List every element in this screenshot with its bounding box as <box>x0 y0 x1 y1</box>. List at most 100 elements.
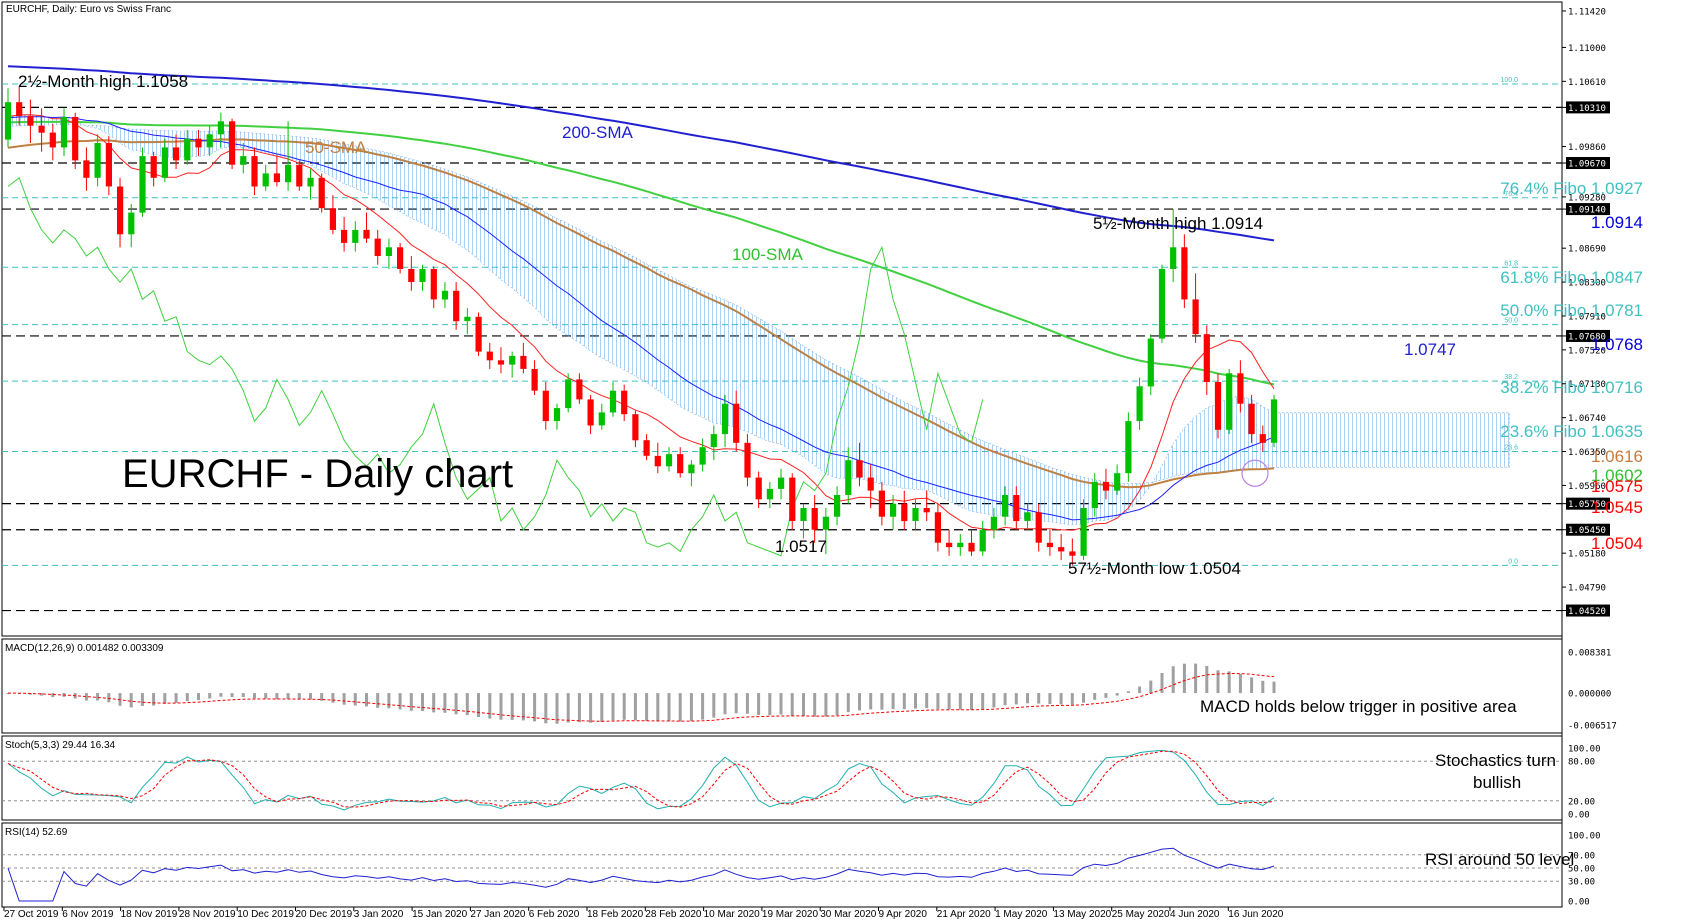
rsi-annotation: RSI around 50 level <box>1425 850 1574 869</box>
candle <box>565 379 572 409</box>
candle <box>744 442 751 478</box>
macd-bar <box>387 693 391 709</box>
macd-bar <box>533 693 537 722</box>
price-tag-box <box>1566 157 1610 170</box>
candle <box>867 477 874 491</box>
date-label: 27 Jan 2020 <box>470 909 525 919</box>
candle <box>576 379 583 400</box>
macd-bar <box>981 693 985 709</box>
macd-bar <box>163 693 167 704</box>
candle <box>834 495 841 517</box>
price-tag-box <box>1566 523 1610 536</box>
tenkan-line <box>7 114 1275 531</box>
candle <box>800 508 807 521</box>
price-tick-label: 1.07520 <box>1568 346 1606 356</box>
candle <box>285 164 292 183</box>
price-tick-label: 1.05180 <box>1568 550 1606 560</box>
macd-bar <box>1171 666 1175 693</box>
price-tag: 1.09140 <box>1568 206 1606 216</box>
candle <box>251 156 258 187</box>
macd-bar <box>376 693 380 708</box>
fibo-ratio-5: 23.6 <box>1504 445 1518 452</box>
date-label: 20 Dec 2019 <box>296 909 353 919</box>
candle <box>27 116 34 126</box>
macd-bar <box>353 693 357 706</box>
macd-bar <box>51 693 55 698</box>
candle <box>665 454 673 467</box>
macd-bar <box>1037 693 1041 704</box>
macd-annotation: MACD holds below trigger in positive are… <box>1200 697 1517 716</box>
candle <box>710 434 717 448</box>
macd-bar <box>1227 671 1231 693</box>
price-tag-box <box>1566 329 1610 342</box>
rsi-label: RSI(14) 52.69 <box>5 827 68 838</box>
price-tick-label: 1.06740 <box>1568 414 1606 424</box>
candle <box>150 156 157 178</box>
macd-bar <box>869 693 873 710</box>
price-tick-label: 1.07130 <box>1568 380 1606 390</box>
macd-bar <box>745 693 749 714</box>
macd-bar <box>96 693 100 701</box>
annotation-57half-month-low: 57½-Month low 1.0504 <box>1068 559 1241 578</box>
macd-bar <box>1003 693 1007 706</box>
macd-bar <box>600 693 604 723</box>
stoch-d-line <box>7 750 1275 808</box>
macd-bar <box>1059 693 1063 705</box>
macd-bar <box>477 693 480 717</box>
label-fibo-61: 61.8% Fibo 1.0847 <box>1500 268 1643 287</box>
price-tag: 1.09670 <box>1568 160 1606 170</box>
macd-bar <box>880 693 884 710</box>
rsi-tick-label: 100.00 <box>1568 832 1601 842</box>
stoch-tick-label: 0.00 <box>1568 811 1590 821</box>
stoch-annotation-2: bullish <box>1473 773 1521 792</box>
macd-bar <box>1082 693 1085 703</box>
macd-bar <box>1216 670 1220 694</box>
candle <box>934 512 941 543</box>
candle <box>598 412 605 426</box>
price-tag: 1.10310 <box>1568 104 1606 114</box>
macd-bar <box>107 693 111 703</box>
macd-bar <box>712 693 716 718</box>
candle <box>385 247 392 256</box>
annotation-1-0517: 1.0517 <box>775 537 827 556</box>
candle <box>60 117 68 148</box>
candle <box>1046 542 1053 548</box>
price-tag-box <box>1566 604 1610 617</box>
candle <box>1024 512 1031 521</box>
macd-bar <box>813 693 817 717</box>
candle <box>206 134 213 148</box>
candle <box>72 117 79 161</box>
date-label: 13 May 2020 <box>1053 909 1111 919</box>
price-tag: 1.07680 <box>1568 332 1606 342</box>
candle <box>520 355 527 369</box>
candle <box>184 138 191 161</box>
macd-bar <box>1126 691 1130 693</box>
price-tick-label: 1.05960 <box>1568 482 1606 492</box>
candle <box>912 508 919 521</box>
macd-bar <box>1149 680 1153 694</box>
rsi-tick-label: 30.00 <box>1568 878 1595 888</box>
stoch-annotation-1: Stochastics turn <box>1435 751 1556 770</box>
macd-bar <box>611 693 615 721</box>
candle <box>273 173 280 183</box>
chart-title: EURCHF - Daily chart <box>122 452 513 496</box>
macd-bar <box>678 693 682 722</box>
price-tick-label: 1.06350 <box>1568 448 1606 458</box>
candle <box>1237 373 1244 404</box>
macd-bar <box>286 693 290 699</box>
candle <box>397 247 404 269</box>
date-label: 6 Feb 2020 <box>529 909 580 919</box>
macd-bar <box>802 693 805 716</box>
macd-bar <box>902 693 906 710</box>
candle <box>699 447 706 465</box>
label-1-0545: 1.0545 <box>1591 498 1643 517</box>
label-fibo-38: 38.2% Fibo 1.0716 <box>1500 378 1643 397</box>
macd-bar <box>768 693 772 716</box>
candle <box>1102 481 1110 491</box>
macd-bar <box>1014 693 1018 705</box>
candle <box>721 403 729 435</box>
macd-bar <box>835 693 839 716</box>
price-tag: 1.05450 <box>1568 526 1606 536</box>
price-tag: 1.05750 <box>1568 500 1606 510</box>
macd-tick-label: 0.000000 <box>1568 690 1611 700</box>
